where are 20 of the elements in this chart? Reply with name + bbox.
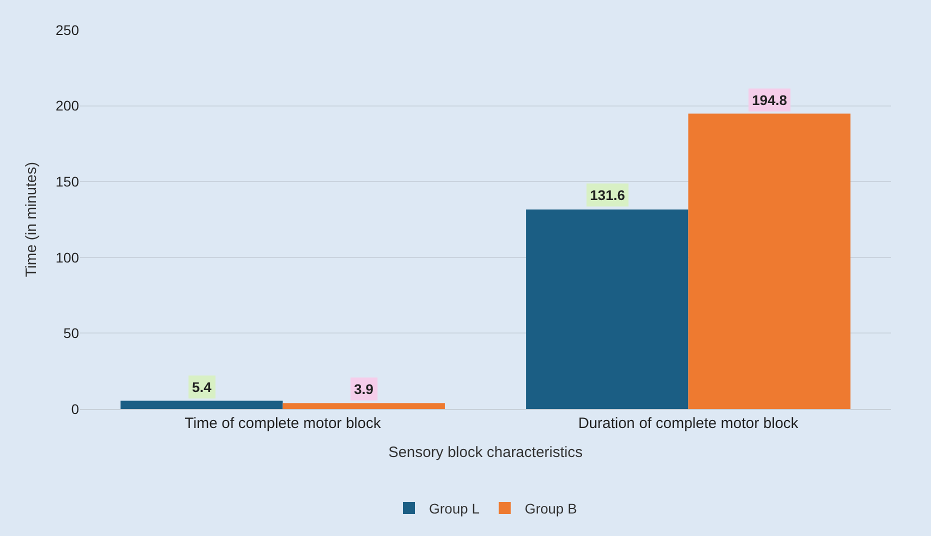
x-tick-label: Duration of complete motor block: [578, 415, 799, 432]
data-label: 3.9: [354, 381, 374, 397]
y-tick-label: 150: [56, 174, 80, 190]
data-label: 5.4: [192, 379, 212, 395]
legend-label: Group L: [429, 500, 480, 516]
y-tick-label: 200: [56, 98, 80, 114]
x-axis-title: Sensory block characteristics: [388, 444, 583, 461]
y-tick-label: 50: [63, 325, 80, 342]
y-tick-label: 100: [56, 249, 80, 266]
bar: [282, 403, 445, 409]
data-label: 131.6: [590, 187, 626, 203]
y-axis-title: Time (in minutes): [22, 162, 40, 278]
bar: [688, 114, 850, 409]
legend-label: Group B: [524, 500, 577, 516]
y-tick-label: 0: [71, 400, 80, 417]
data-label: 194.8: [752, 92, 788, 108]
bar: [120, 400, 283, 409]
x-tick-label: Time of complete motor block: [184, 415, 382, 432]
bar: [526, 209, 688, 409]
y-tick-label: 250: [56, 22, 80, 38]
